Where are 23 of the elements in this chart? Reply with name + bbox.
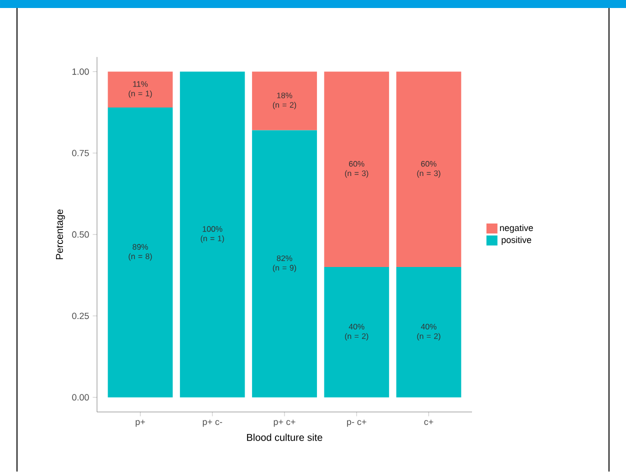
bar xyxy=(108,72,173,108)
y-tick-label: 0.00 xyxy=(72,394,89,401)
bar xyxy=(324,267,390,398)
bar xyxy=(324,72,390,268)
y-tick-label: 0.25 xyxy=(72,312,89,320)
x-tick-label: p+ c- xyxy=(202,420,222,427)
bar xyxy=(108,107,173,398)
x-tick-label: c+ xyxy=(424,420,434,426)
legend-label: negative xyxy=(500,224,533,233)
y-axis-title: Percentage xyxy=(56,209,65,260)
bar xyxy=(396,72,462,268)
bar xyxy=(396,267,462,398)
x-axis-title: Blood culture site xyxy=(247,434,322,441)
legend-label: positive xyxy=(502,236,532,245)
y-tick-label: 0.50 xyxy=(72,231,89,238)
bar xyxy=(252,130,317,398)
y-tick-label: 0.75 xyxy=(72,150,89,156)
bar xyxy=(180,72,245,398)
x-tick-label: p+ c+ xyxy=(274,420,296,427)
x-tick-label: p- c+ xyxy=(347,420,366,427)
x-tick-label: p+ xyxy=(136,420,145,427)
y-tick-label: 1.00 xyxy=(72,68,89,75)
bar xyxy=(252,72,317,130)
